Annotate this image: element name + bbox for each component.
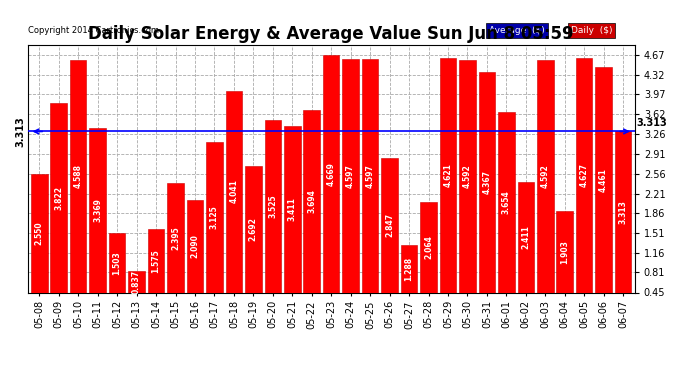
Text: 4.588: 4.588 — [74, 164, 83, 188]
Text: 3.694: 3.694 — [307, 189, 316, 213]
Bar — [187, 200, 204, 292]
Bar — [479, 72, 495, 292]
Text: 2.550: 2.550 — [34, 222, 43, 245]
Text: 3.313: 3.313 — [16, 116, 26, 147]
Bar — [128, 271, 145, 292]
Text: 3.822: 3.822 — [55, 186, 63, 210]
Bar — [556, 211, 573, 292]
Text: 1.288: 1.288 — [404, 257, 413, 281]
Bar — [167, 183, 184, 292]
Bar — [206, 142, 223, 292]
Bar — [459, 60, 475, 292]
Bar — [304, 110, 320, 292]
Text: 2.847: 2.847 — [385, 213, 394, 237]
Bar — [284, 126, 301, 292]
Bar — [362, 59, 378, 292]
Text: Copyright 2014 Cartronics.com: Copyright 2014 Cartronics.com — [28, 26, 159, 35]
Bar — [518, 182, 534, 292]
Text: 0.837: 0.837 — [132, 270, 141, 294]
Bar — [70, 60, 86, 292]
Text: Daily  ($): Daily ($) — [571, 26, 613, 35]
Bar — [615, 132, 631, 292]
Bar — [382, 158, 398, 292]
Text: 3.654: 3.654 — [502, 190, 511, 214]
Bar — [226, 90, 242, 292]
Text: 4.461: 4.461 — [599, 168, 608, 192]
Text: 4.627: 4.627 — [580, 163, 589, 187]
Bar — [595, 67, 612, 292]
Bar — [498, 112, 515, 292]
Text: 4.592: 4.592 — [541, 164, 550, 188]
Text: 1.575: 1.575 — [152, 249, 161, 273]
Text: 3.313: 3.313 — [637, 118, 667, 128]
Text: 4.621: 4.621 — [444, 163, 453, 187]
Text: 1.503: 1.503 — [112, 251, 121, 275]
Text: 3.313: 3.313 — [619, 200, 628, 224]
Bar — [576, 57, 593, 292]
Text: 3.369: 3.369 — [93, 198, 102, 222]
Bar — [31, 174, 48, 292]
Text: 3.411: 3.411 — [288, 197, 297, 221]
Bar — [109, 233, 126, 292]
Text: 4.367: 4.367 — [482, 170, 491, 194]
Bar — [148, 229, 164, 292]
Text: 3.125: 3.125 — [210, 206, 219, 229]
Bar — [264, 120, 281, 292]
Bar — [90, 128, 106, 292]
Bar — [401, 245, 417, 292]
Text: 2.395: 2.395 — [171, 226, 180, 250]
Text: 1.903: 1.903 — [560, 240, 569, 264]
Text: Average  ($): Average ($) — [489, 26, 545, 35]
Text: 2.090: 2.090 — [190, 234, 199, 258]
Text: 4.669: 4.669 — [326, 162, 336, 186]
Bar — [440, 58, 456, 292]
Bar — [245, 166, 262, 292]
Bar — [342, 59, 359, 292]
Title: Daily Solar Energy & Average Value Sun Jun 8 05:59: Daily Solar Energy & Average Value Sun J… — [88, 26, 574, 44]
Text: 4.041: 4.041 — [229, 180, 238, 204]
Text: 2.411: 2.411 — [522, 225, 531, 249]
Text: 4.597: 4.597 — [346, 164, 355, 188]
Text: 2.064: 2.064 — [424, 235, 433, 259]
Text: 3.525: 3.525 — [268, 194, 277, 218]
Text: 4.592: 4.592 — [463, 164, 472, 188]
Text: 4.597: 4.597 — [366, 164, 375, 188]
Bar — [420, 202, 437, 292]
Text: 2.692: 2.692 — [249, 217, 258, 242]
Bar — [50, 103, 67, 292]
Bar — [323, 55, 339, 292]
Bar — [537, 60, 553, 292]
